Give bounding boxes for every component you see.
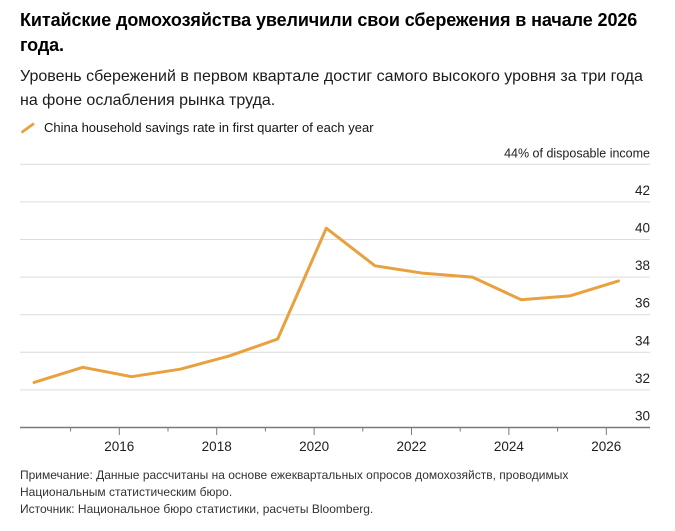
line-series-icon xyxy=(20,121,35,134)
y-tick-label-30: 30 xyxy=(635,409,650,424)
series-line-0 xyxy=(32,226,620,384)
chart-subtitle: Уровень сбережений в первом квартале дос… xyxy=(20,68,643,109)
x-tick-label-2024: 2024 xyxy=(494,439,525,454)
legend: China household savings rate in first qu… xyxy=(20,120,657,135)
y-tick-label-42: 42 xyxy=(635,183,650,198)
x-tick-label-2026: 2026 xyxy=(591,439,621,454)
x-tick-label-2020: 2020 xyxy=(299,439,329,454)
footer-note: Примечание: Данные рассчитаны на основе … xyxy=(20,468,569,499)
y-tick-label-34: 34 xyxy=(635,333,651,348)
y-tick-label-32: 32 xyxy=(635,371,650,386)
savings-rate-line-chart: 44% of disposable income 42 40 38 36 34 32 30 20… xyxy=(20,146,651,454)
y-tick-label-38: 38 xyxy=(635,258,650,273)
x-tick-label-2016: 2016 xyxy=(104,439,134,454)
y-tick-label-40: 40 xyxy=(635,221,650,236)
legend-label: China household savings rate in first qu… xyxy=(44,120,374,135)
x-tick-label-2018: 2018 xyxy=(202,439,232,454)
footer-source: Источник: Национальное бюро статистики, … xyxy=(20,502,374,516)
y-axis-unit-label: 44% of disposable income xyxy=(504,146,650,160)
x-tick-label-2022: 2022 xyxy=(396,439,426,454)
chart-footer: Примечание: Данные рассчитаны на основе … xyxy=(20,467,640,518)
y-tick-label-36: 36 xyxy=(635,296,650,311)
chart-title: Китайские домохозяйства увеличили свои с… xyxy=(20,10,638,55)
